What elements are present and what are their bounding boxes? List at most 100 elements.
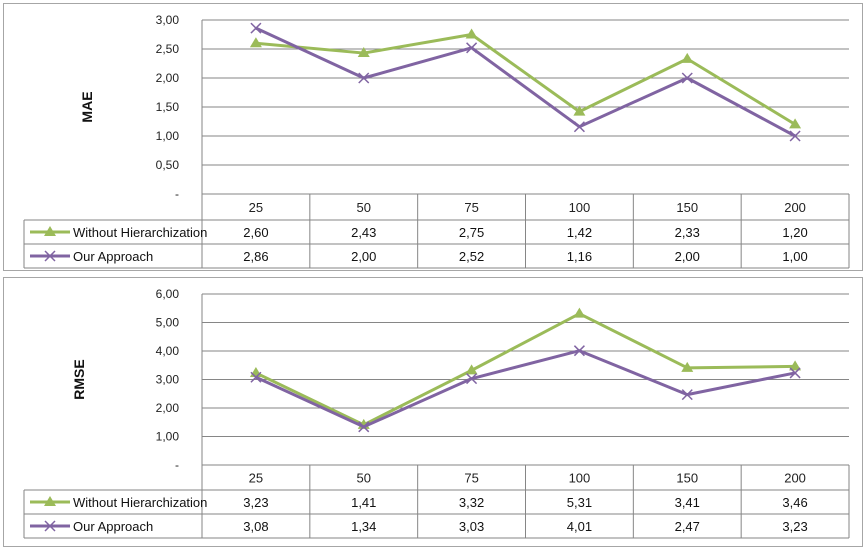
rmse-series-line-our-approach: [255, 349, 796, 429]
mae-data-label: 2,33: [675, 225, 700, 240]
mae-series-line-without-hierarchization: [255, 33, 796, 126]
mae-y-tick-label: 0,50: [156, 158, 180, 172]
rmse-point-our-approach: [789, 367, 801, 379]
mae-point-our-approach: [358, 72, 370, 84]
rmse-legend-label: Our Approach: [73, 519, 153, 534]
point-x-stroke: [789, 367, 801, 379]
rmse-x-tick-label: 200: [784, 471, 806, 486]
rmse-x-tick-label: 150: [676, 471, 698, 486]
point-x-stroke: [681, 389, 693, 401]
mae-legend-key-without-hierarchization: [30, 226, 70, 236]
mae-y-tick-label: 1,00: [156, 129, 180, 143]
rmse-data-label: 3,23: [782, 519, 807, 534]
mae-series-line-our-approach: [255, 26, 796, 138]
mae-data-label: 1,16: [567, 249, 592, 264]
mae-point-our-approach: [789, 130, 801, 142]
mae-point-without-hierarchization: [465, 28, 478, 39]
mae-data-label: 2,43: [351, 225, 376, 240]
point-x-stroke: [466, 42, 478, 54]
rmse-data-label: 3,41: [675, 495, 700, 510]
mae-chart-panel: - 0,50 1,00 1,50 2,00 2,50 3,00 MAE 25 50 75 100 150…: [3, 3, 863, 271]
rmse-data-label: 2,47: [675, 519, 700, 534]
mae-data-label: 1,42: [567, 225, 592, 240]
mae-point-our-approach: [466, 42, 478, 54]
rmse-x-tick-label: 100: [569, 471, 591, 486]
point-x-stroke: [358, 421, 370, 433]
rmse-data-label: 3,46: [782, 495, 807, 510]
mae-y-axis-label: MAE: [79, 91, 95, 122]
mae-point-our-approach: [681, 72, 693, 84]
legend-marker: [44, 250, 56, 262]
point-x-stroke: [466, 373, 478, 385]
mae-point-without-hierarchization: [789, 118, 802, 129]
rmse-point-our-approach: [250, 371, 262, 383]
mae-x-tick-label: 75: [464, 200, 478, 215]
point-x-stroke: [358, 72, 370, 84]
mae-data-label: 2,86: [243, 249, 268, 264]
rmse-point-without-hierarchization: [681, 361, 694, 372]
rmse-legend-label: Without Hierarchization: [73, 495, 207, 510]
mae-data-label: 2,60: [243, 225, 268, 240]
rmse-chart-panel: - 1,00 2,00 3,00 4,00 5,00 6,00 RMSE 25 50 75 100 15…: [3, 277, 863, 547]
rmse-x-tick-label: 50: [357, 471, 371, 486]
rmse-point-without-hierarchization: [249, 366, 262, 377]
mae-y-tick-label: -: [175, 187, 179, 201]
mae-data-label: 2,75: [459, 225, 484, 240]
point-x-stroke: [250, 371, 262, 383]
mae-legend-key-our-approach: [30, 250, 70, 262]
rmse-series-line-without-hierarchization: [255, 312, 796, 427]
rmse-legend-key-without-hierarchization: [30, 496, 70, 506]
rmse-point-our-approach: [466, 373, 478, 385]
mae-point-our-approach: [573, 121, 585, 133]
mae-point-without-hierarchization: [357, 47, 370, 58]
mae-data-label: 2,52: [459, 249, 484, 264]
mae-point-without-hierarchization: [249, 37, 262, 48]
mae-data-label: 2,00: [675, 249, 700, 264]
rmse-point-without-hierarchization: [789, 360, 802, 371]
rmse-point-without-hierarchization: [465, 364, 478, 375]
point-x-stroke: [789, 130, 801, 142]
rmse-y-tick-label: 2,00: [156, 401, 180, 415]
rmse-data-label: 4,01: [567, 519, 592, 534]
rmse-data-label: 3,08: [243, 519, 268, 534]
mae-x-tick-label: 25: [249, 200, 263, 215]
rmse-data-label: 5,31: [567, 495, 592, 510]
rmse-chart: - 1,00 2,00 3,00 4,00 5,00 6,00 RMSE 25 50 75 100 15…: [23, 287, 850, 539]
mae-y-tick-label: 2,00: [156, 71, 180, 85]
legend-marker: [44, 520, 56, 532]
rmse-x-tick-label: 25: [249, 471, 263, 486]
mae-data-label: 2,00: [351, 249, 376, 264]
rmse-y-tick-label: 6,00: [156, 287, 180, 301]
rmse-point-without-hierarchization: [573, 307, 586, 318]
mae-x-tick-label: 150: [676, 200, 698, 215]
rmse-y-tick-label: 1,00: [156, 430, 180, 444]
point-x-stroke: [250, 22, 262, 34]
rmse-point-our-approach: [358, 421, 370, 433]
legend-marker: [44, 226, 56, 236]
mae-x-tick-label: 100: [569, 200, 591, 215]
rmse-x-tick-label: 75: [464, 471, 478, 486]
rmse-y-tick-label: -: [175, 458, 179, 472]
mae-legend-label: Our Approach: [73, 249, 153, 264]
rmse-data-label: 3,23: [243, 495, 268, 510]
mae-y-tick-label: 3,00: [156, 13, 180, 27]
mae-legend-label: Without Hierarchization: [73, 225, 207, 240]
legend-marker: [44, 496, 56, 506]
point-x-stroke: [681, 72, 693, 84]
rmse-y-axis-label: RMSE: [71, 359, 87, 399]
mae-x-tick-label: 50: [357, 200, 371, 215]
mae-chart: - 0,50 1,00 1,50 2,00 2,50 3,00 MAE 25 50 75 100 150…: [23, 13, 850, 269]
mae-data-label: 1,00: [782, 249, 807, 264]
rmse-data-label: 3,03: [459, 519, 484, 534]
mae-point-our-approach: [250, 22, 262, 34]
rmse-y-tick-label: 3,00: [156, 373, 180, 387]
mae-y-tick-label: 1,50: [156, 100, 180, 114]
mae-data-label: 1,20: [782, 225, 807, 240]
rmse-y-tick-label: 4,00: [156, 344, 180, 358]
rmse-legend-key-our-approach: [30, 520, 70, 532]
mae-point-without-hierarchization: [681, 52, 694, 63]
rmse-y-tick-label: 5,00: [156, 316, 180, 330]
point-x-stroke: [573, 121, 585, 133]
rmse-data-label: 3,32: [459, 495, 484, 510]
mae-point-without-hierarchization: [573, 105, 586, 116]
